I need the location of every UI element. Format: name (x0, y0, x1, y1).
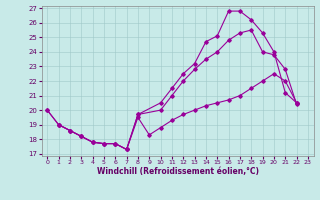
X-axis label: Windchill (Refroidissement éolien,°C): Windchill (Refroidissement éolien,°C) (97, 167, 259, 176)
